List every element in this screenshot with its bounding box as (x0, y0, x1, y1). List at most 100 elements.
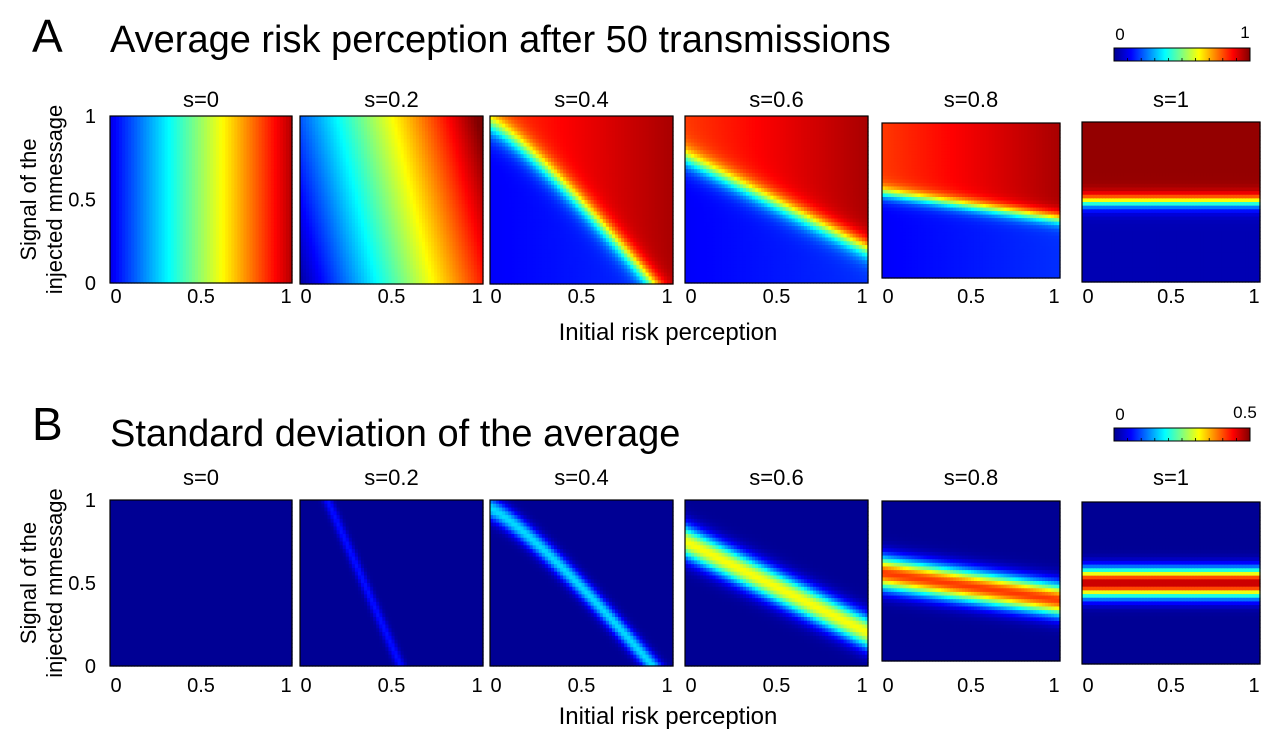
heatmap-cell (131, 279, 135, 284)
heatmap-cell (201, 275, 205, 280)
heatmap-cell (207, 184, 211, 189)
heatmap-cell (179, 150, 184, 155)
heatmap-cell (122, 260, 126, 265)
heatmap-cell (261, 157, 266, 163)
heatmap-cell (276, 153, 281, 159)
heatmap-cell (137, 279, 141, 284)
heatmap-cell (252, 138, 257, 144)
heatmap-cell (273, 138, 278, 144)
heatmap-cell (158, 233, 163, 239)
heatmap-cell (182, 207, 187, 212)
heatmap-cell (276, 248, 281, 254)
heatmap-cell (149, 203, 154, 208)
heatmap-cell (231, 161, 235, 166)
heatmap-cell (176, 127, 181, 132)
heatmap-cell (128, 267, 132, 273)
heatmap-cell (191, 256, 196, 261)
heatmap-cell (149, 157, 154, 163)
heatmap-cell (252, 191, 257, 197)
heatmap-cell (264, 264, 269, 269)
heatmap-cell (243, 169, 248, 174)
heatmap-cell (152, 146, 157, 151)
heatmap-cell (137, 245, 141, 250)
heatmap-cell (110, 134, 114, 140)
heatmap-cell (128, 172, 132, 178)
heatmap-cell (173, 256, 178, 261)
heatmap-cell (143, 146, 147, 151)
heatmap-cell (128, 233, 132, 239)
heatmap-cell (164, 191, 169, 197)
heatmap-cell (185, 142, 190, 147)
heatmap-cell (134, 233, 138, 239)
heatmap-cell (276, 260, 281, 265)
heatmap-cell (225, 157, 229, 163)
heatmap-cell (219, 146, 223, 151)
heatmap-cell (255, 237, 260, 242)
heatmap-cell (176, 176, 181, 182)
heatmap-cell (213, 267, 217, 273)
heatmap-cell (273, 248, 278, 254)
heatmap-cell (267, 184, 272, 189)
heatmap-cell (243, 260, 248, 265)
heatmap-cell (261, 218, 266, 223)
heatmap-cell (155, 157, 160, 163)
heatmap-cell (158, 275, 163, 280)
heatmap-cell (231, 233, 235, 239)
heatmap-cell (116, 184, 120, 189)
heatmap-cell (146, 150, 151, 155)
heatmap-cell (188, 123, 193, 128)
heatmap-cell (243, 146, 248, 151)
heatmap-cell (276, 188, 281, 193)
heatmap-cell (164, 184, 169, 189)
heatmap-cell (176, 264, 181, 269)
heatmap-cell (219, 264, 223, 269)
heatmap-cell (191, 252, 196, 258)
heatmap-cell (176, 146, 181, 151)
heatmap-cell (122, 146, 126, 151)
heatmap-cell (201, 199, 205, 204)
heatmap-cell (276, 138, 281, 144)
heatmap-cell (243, 279, 248, 284)
heatmap-cell (270, 214, 275, 220)
heatmap-cell (158, 150, 163, 155)
heatmap-cell (273, 176, 278, 182)
heatmap-cell (240, 203, 245, 208)
heatmap-cell (255, 195, 260, 201)
heatmap-cell (228, 191, 232, 197)
heatmap-cell (213, 260, 217, 265)
heatmap-cell (191, 229, 196, 235)
heatmap-cell (225, 165, 229, 170)
heatmap-cell (216, 199, 220, 204)
heatmap-cell (167, 188, 172, 193)
heatmap-cell (222, 210, 226, 216)
heatmap-cell (191, 195, 196, 201)
heatmap-cell (273, 180, 278, 185)
heatmap-cell (276, 119, 281, 125)
heatmap-cell (158, 134, 163, 140)
heatmap-cell (113, 237, 117, 242)
heatmap-cell (204, 279, 208, 284)
heatmap-cell (164, 131, 169, 136)
heatmap-cell (155, 226, 160, 231)
heatmap-cell (158, 138, 163, 144)
subplot-s-1: s=0.20 0.5 1 (299, 87, 484, 308)
heatmap-cell (161, 210, 166, 216)
heatmap-cell (228, 248, 232, 254)
heatmap-cell (188, 241, 193, 246)
heatmap-cell (201, 138, 205, 144)
heatmap-cell (143, 123, 147, 128)
heatmap-cell (270, 271, 275, 277)
heatmap-cell (264, 116, 269, 121)
heatmap-cell (182, 279, 187, 284)
heatmap-cell (119, 142, 123, 147)
heatmap-cell (155, 127, 160, 132)
heatmap-cell (170, 134, 175, 140)
heatmap-cell (137, 210, 141, 216)
heatmap-cell (137, 248, 141, 254)
heatmap-cell (246, 229, 251, 235)
heatmap-cell (204, 157, 208, 163)
heatmap-cell (228, 279, 232, 284)
heatmap-cell (258, 146, 263, 151)
heatmap-cell (261, 199, 266, 204)
heatmap-cell (252, 237, 257, 242)
